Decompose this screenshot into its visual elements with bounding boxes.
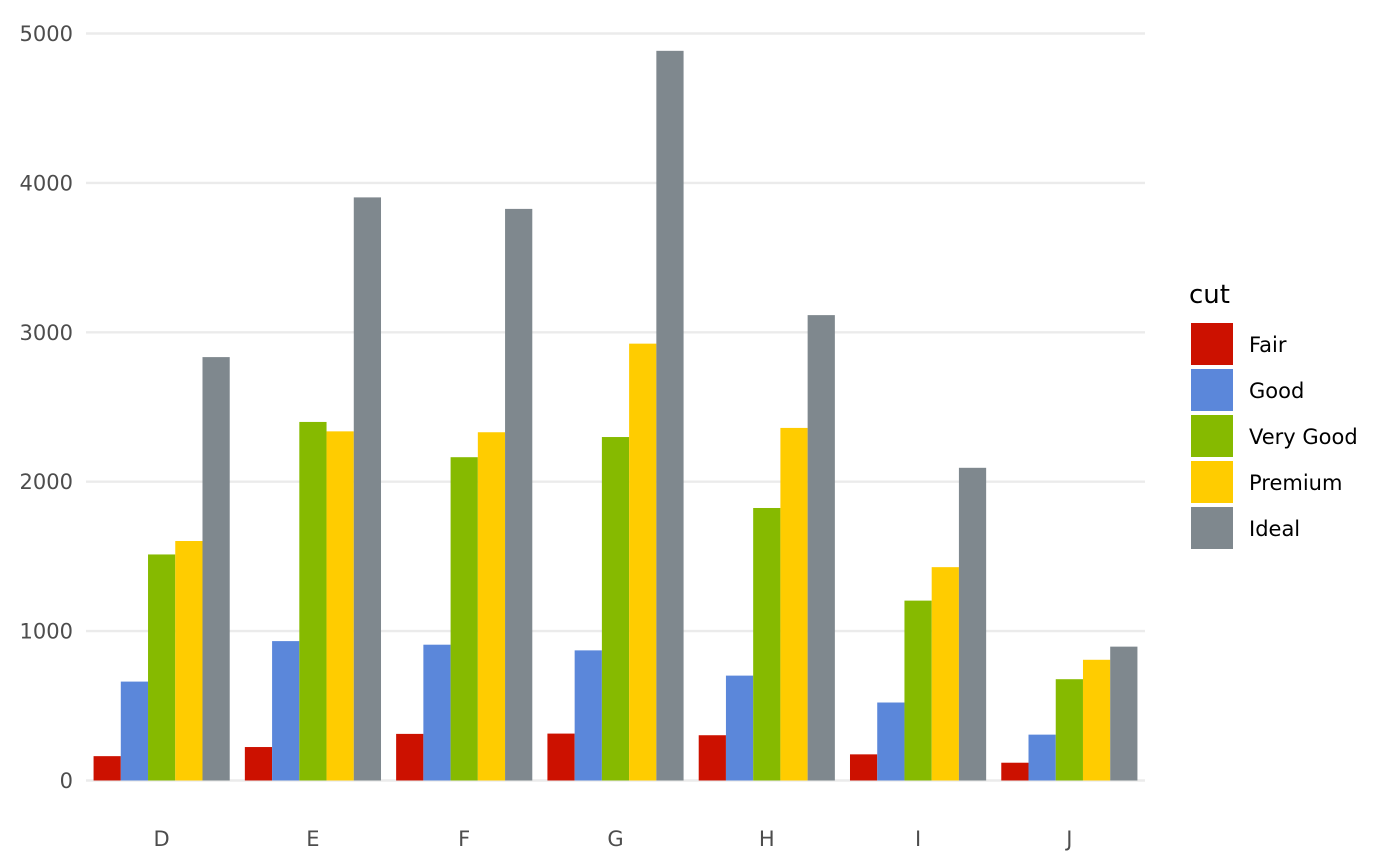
bar-F-premium — [477, 432, 506, 781]
bar-I-ideal — [958, 467, 987, 781]
bar-H-premium — [780, 427, 808, 781]
y-axis: 0 1000 2000 3000 4000 5000 — [20, 22, 73, 793]
y-tick-label: 2000 — [20, 470, 73, 494]
legend-swatch-premium — [1191, 461, 1233, 503]
bars — [93, 50, 1138, 781]
bar-I-premium — [931, 567, 959, 781]
legend: cut Fair Good Very Good Premium Ideal — [1189, 280, 1358, 549]
bar-H-ideal — [807, 315, 835, 781]
legend-label: Fair — [1249, 333, 1287, 357]
bar-H-fair — [698, 735, 726, 781]
bar-G-ideal — [656, 50, 684, 781]
y-tick-label: 5000 — [20, 22, 73, 46]
bar-H-very-good — [753, 507, 781, 781]
legend-swatch-good — [1191, 369, 1233, 411]
bar-E-good — [272, 641, 300, 781]
x-tick-label: J — [1064, 827, 1072, 851]
bar-I-very-good — [904, 600, 932, 781]
bar-J-fair — [1001, 762, 1029, 781]
legend-label: Premium — [1249, 471, 1342, 495]
bar-J-premium — [1082, 659, 1111, 781]
bar-E-ideal — [353, 197, 382, 781]
legend-label: Very Good — [1249, 425, 1358, 449]
bar-F-very-good — [450, 457, 478, 781]
x-tick-label: F — [458, 827, 470, 851]
x-tick-label: I — [915, 827, 921, 851]
legend-swatch-ideal — [1191, 507, 1233, 549]
legend-label: Ideal — [1249, 517, 1300, 541]
legend-swatch-fair — [1191, 323, 1233, 365]
bar-F-good — [423, 644, 451, 781]
bar-E-premium — [326, 431, 354, 781]
bar-G-premium — [629, 343, 657, 781]
bar-H-good — [725, 675, 754, 781]
y-tick-label: 3000 — [20, 321, 73, 345]
x-tick-label: D — [154, 827, 170, 851]
bar-G-fair — [547, 733, 575, 781]
bar-J-very-good — [1055, 679, 1083, 781]
bar-E-very-good — [299, 421, 327, 781]
bar-I-fair — [849, 754, 878, 781]
bar-F-ideal — [505, 208, 533, 781]
bar-J-ideal — [1110, 646, 1138, 781]
bar-D-ideal — [202, 357, 230, 781]
y-tick-label: 1000 — [20, 620, 73, 644]
x-axis: D E F G H I J — [154, 827, 1073, 851]
x-tick-label: E — [306, 827, 319, 851]
bar-D-very-good — [148, 554, 176, 781]
bar-J-good — [1028, 734, 1056, 781]
legend-title: cut — [1189, 280, 1230, 310]
bar-E-fair — [244, 747, 273, 781]
legend-swatch-very-good — [1191, 415, 1233, 457]
legend-label: Good — [1249, 379, 1304, 403]
bar-G-good — [574, 650, 602, 781]
bar-G-very-good — [601, 437, 630, 781]
bar-I-good — [877, 702, 905, 781]
x-tick-label: G — [607, 827, 623, 851]
bar-D-fair — [93, 756, 121, 781]
y-tick-label: 4000 — [20, 171, 73, 195]
y-tick-label: 0 — [60, 769, 73, 793]
bar-F-fair — [396, 733, 424, 781]
bar-D-premium — [175, 541, 203, 781]
x-tick-label: H — [759, 827, 775, 851]
bar-D-good — [120, 681, 149, 781]
